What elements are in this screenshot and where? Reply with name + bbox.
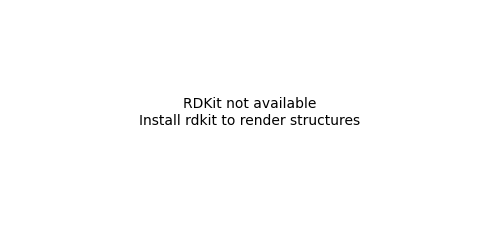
Text: RDKit not available
Install rdkit to render structures: RDKit not available Install rdkit to ren… [140,97,360,128]
